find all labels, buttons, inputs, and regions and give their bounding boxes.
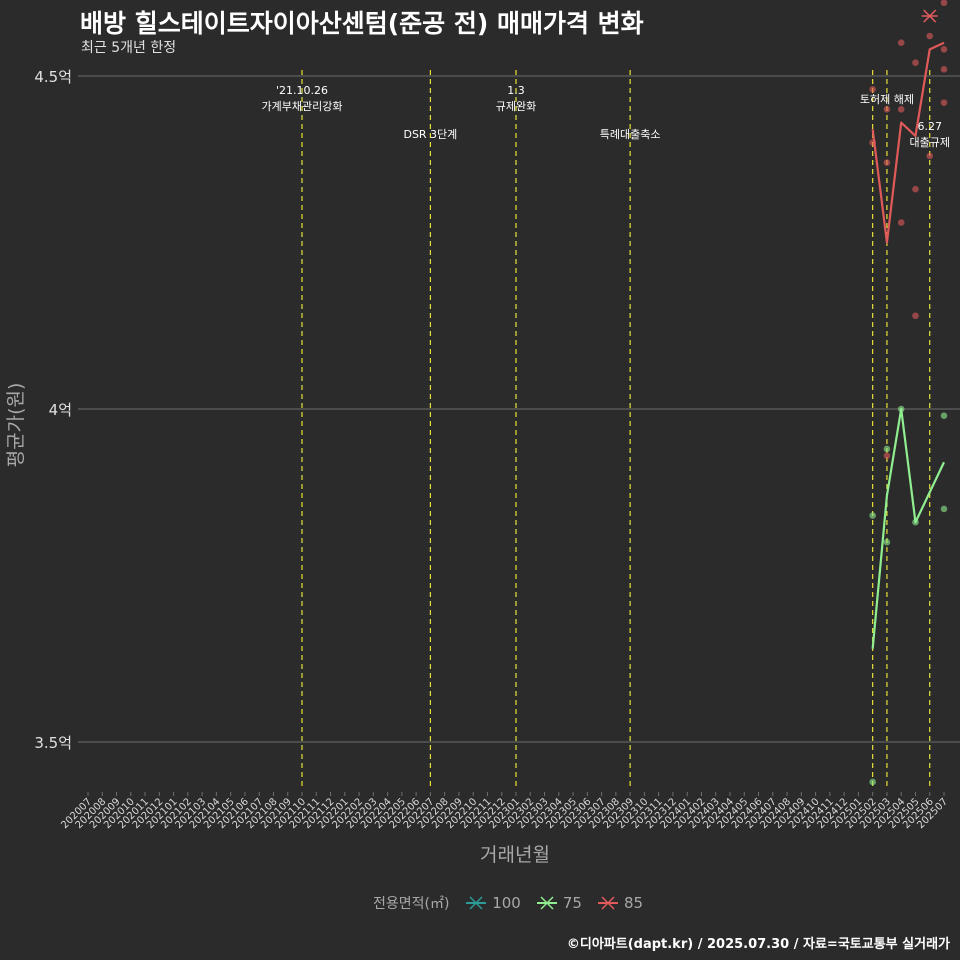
legend-item-85: 85	[596, 894, 643, 912]
data-point-75	[883, 445, 891, 453]
data-point-85	[897, 219, 905, 226]
event-annotation: DSR 3단계	[403, 128, 457, 141]
legend-key-icon	[466, 896, 487, 910]
legend-item-100: 100	[464, 894, 521, 912]
legend-label: 75	[562, 894, 582, 912]
data-point-85	[940, 66, 948, 73]
data-point-85	[883, 452, 891, 459]
event-annotation: 대출규제	[909, 136, 949, 149]
event-annotation: 특례대출축소	[600, 128, 661, 141]
source-caption: ©디아파트(dapt.kr) / 2025.07.30 / 자료=국토교통부 실…	[566, 937, 950, 952]
data-point-85	[883, 106, 891, 113]
y-tick-label: 4.5억	[34, 68, 72, 86]
data-point-85	[897, 39, 905, 46]
data-point-75	[883, 538, 891, 546]
data-point-75	[869, 778, 876, 786]
event-annotation: 1.3	[507, 84, 525, 97]
legend: 전용면적(㎡) 100 75 85	[0, 893, 960, 913]
y-axis-label: 평균가(원)	[5, 383, 27, 468]
series-line-85	[871, 41, 945, 244]
chart-title: 배방 힐스테이트자이아산센텀(준공 전) 매매가격 변화	[80, 9, 644, 38]
legend-key-icon	[597, 896, 618, 910]
data-point-75	[869, 512, 876, 519]
y-tick-label: 4억	[49, 401, 72, 419]
data-point-75	[940, 505, 948, 513]
data-point-85	[897, 106, 905, 113]
data-point-85	[926, 32, 934, 40]
data-point-85	[940, 46, 948, 53]
event-annotation: 규제완화	[496, 100, 536, 113]
legend-label: 100	[492, 894, 521, 912]
data-point-85	[912, 59, 919, 66]
event-annotation: 토허제 해제	[860, 92, 914, 106]
chart-subtitle: 최근 5개년 한정	[81, 40, 177, 56]
data-point-75	[940, 412, 948, 419]
data-point-85	[926, 152, 934, 160]
data-point-85	[883, 159, 891, 166]
data-point-85	[869, 86, 876, 93]
legend-label: 85	[623, 894, 644, 912]
legend-item-75: 75	[535, 894, 582, 912]
data-point-85	[912, 312, 919, 320]
legend-title: 전용면적(㎡)	[372, 896, 450, 912]
x-axis-label: 거래년월	[480, 844, 550, 866]
legend-key-icon	[536, 896, 557, 910]
event-annotation: 가계부채관리강화	[262, 100, 343, 113]
series-line-75	[871, 407, 945, 649]
event-annotation: '21.10.26	[276, 84, 328, 97]
event-annotation: 6.27	[917, 120, 942, 133]
y-tick-label: 3.5억	[34, 734, 72, 752]
data-point-85	[912, 185, 919, 193]
data-point-85	[940, 99, 948, 106]
data-point-85	[940, 0, 948, 7]
latest-marker	[921, 9, 938, 23]
